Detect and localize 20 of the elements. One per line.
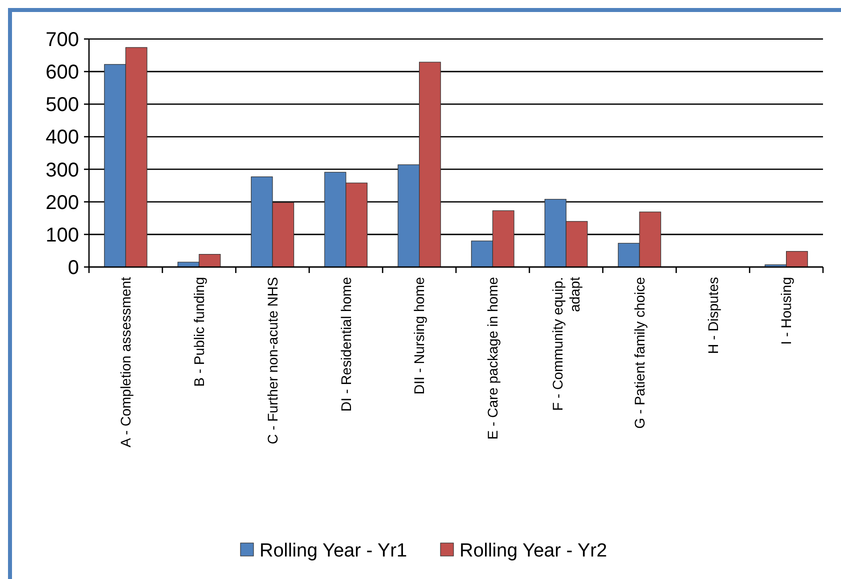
x-tick-label: B - Public funding [191,277,207,387]
legend-label: Rolling Year - Yr1 [260,540,408,562]
x-tick-label: DII - Nursing home [411,276,428,394]
y-tick-label: 500 [46,94,79,116]
y-tick-label: 300 [46,159,79,182]
x-tick-label: E - Care package in home [484,276,501,440]
y-tick-label: 600 [46,62,79,84]
x-tick-label: A - Completion assessment [118,276,134,448]
x-tick-label: G - Patient family choice [631,276,648,429]
y-tick-label: 0 [68,257,79,279]
x-tick-label: H - Disputes [704,277,721,354]
y-tick-label: 400 [46,126,79,149]
x-tick-label: F - Community equip. adapt [550,276,582,411]
legend-label: Rolling Year - Yr2 [460,540,608,562]
x-tick-label: I - Housing [778,277,794,345]
y-tick-label: 100 [46,224,79,246]
x-tick-label: C - Further non-acute NHS [264,277,280,444]
x-tick-label: DI - Residential home [338,276,354,412]
y-tick-label: 200 [46,192,79,214]
y-tick-label: 700 [46,29,79,51]
